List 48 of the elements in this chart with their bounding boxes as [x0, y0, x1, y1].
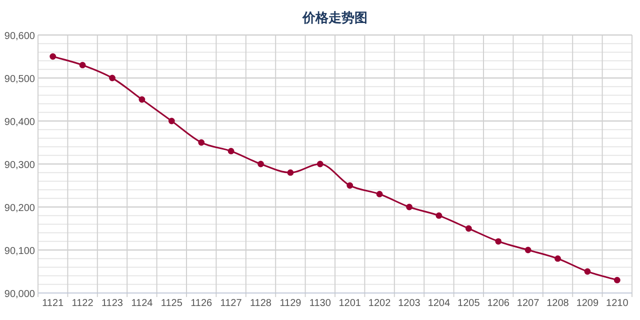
point	[495, 238, 502, 245]
point	[346, 182, 354, 189]
point	[228, 148, 234, 154]
x-tick-label: 1129	[280, 298, 302, 309]
point	[614, 276, 620, 284]
x-tick-label: 1205	[458, 298, 480, 309]
y-tick-label: 90,100	[4, 246, 36, 257]
point	[406, 204, 412, 210]
point	[79, 62, 86, 68]
x-tick-label: 1210	[606, 298, 629, 309]
x-tick-label: 1125	[160, 298, 183, 309]
point	[109, 74, 116, 82]
x-tick-label: 1121	[42, 298, 64, 309]
point	[436, 212, 442, 219]
point	[168, 118, 175, 124]
x-tick-label: 1207	[516, 298, 540, 309]
y-tick-label: 90,000	[4, 289, 36, 300]
x-tick-label: 1130	[309, 298, 332, 309]
x-tick-label: 1203	[398, 298, 421, 309]
point	[198, 139, 205, 146]
y-tick-label: 90,500	[4, 74, 36, 85]
chart-title: 价格走势图	[302, 10, 368, 25]
point	[316, 160, 324, 168]
point	[50, 53, 56, 60]
x-tick-label: 1123	[101, 298, 124, 309]
x-tick-label: 1209	[576, 298, 600, 309]
x-tick-label: 1202	[368, 298, 392, 309]
x-tick-label: 1122	[72, 298, 94, 309]
x-tick-label: 1128	[250, 298, 272, 309]
y-tick-label: 90,400	[4, 117, 36, 128]
point	[465, 225, 472, 232]
x-tick-label: 1206	[487, 298, 510, 309]
x-tick-label: 1126	[190, 298, 213, 309]
point	[287, 169, 294, 176]
point	[524, 246, 532, 254]
point	[258, 160, 264, 168]
point	[138, 96, 146, 103]
x-tick-label: 1201	[338, 298, 362, 309]
x-tick-label: 1208	[546, 298, 570, 309]
x-tick-label: 1124	[131, 298, 154, 309]
y-tick-label: 90,300	[4, 160, 36, 171]
x-tick-label: 1204	[428, 298, 451, 309]
y-tick-label: 90,600	[4, 31, 36, 42]
y-tick-label: 90,200	[4, 203, 36, 214]
x-tick-label: 1127	[220, 298, 242, 309]
point	[554, 255, 561, 262]
point	[376, 190, 383, 198]
point	[584, 268, 591, 275]
